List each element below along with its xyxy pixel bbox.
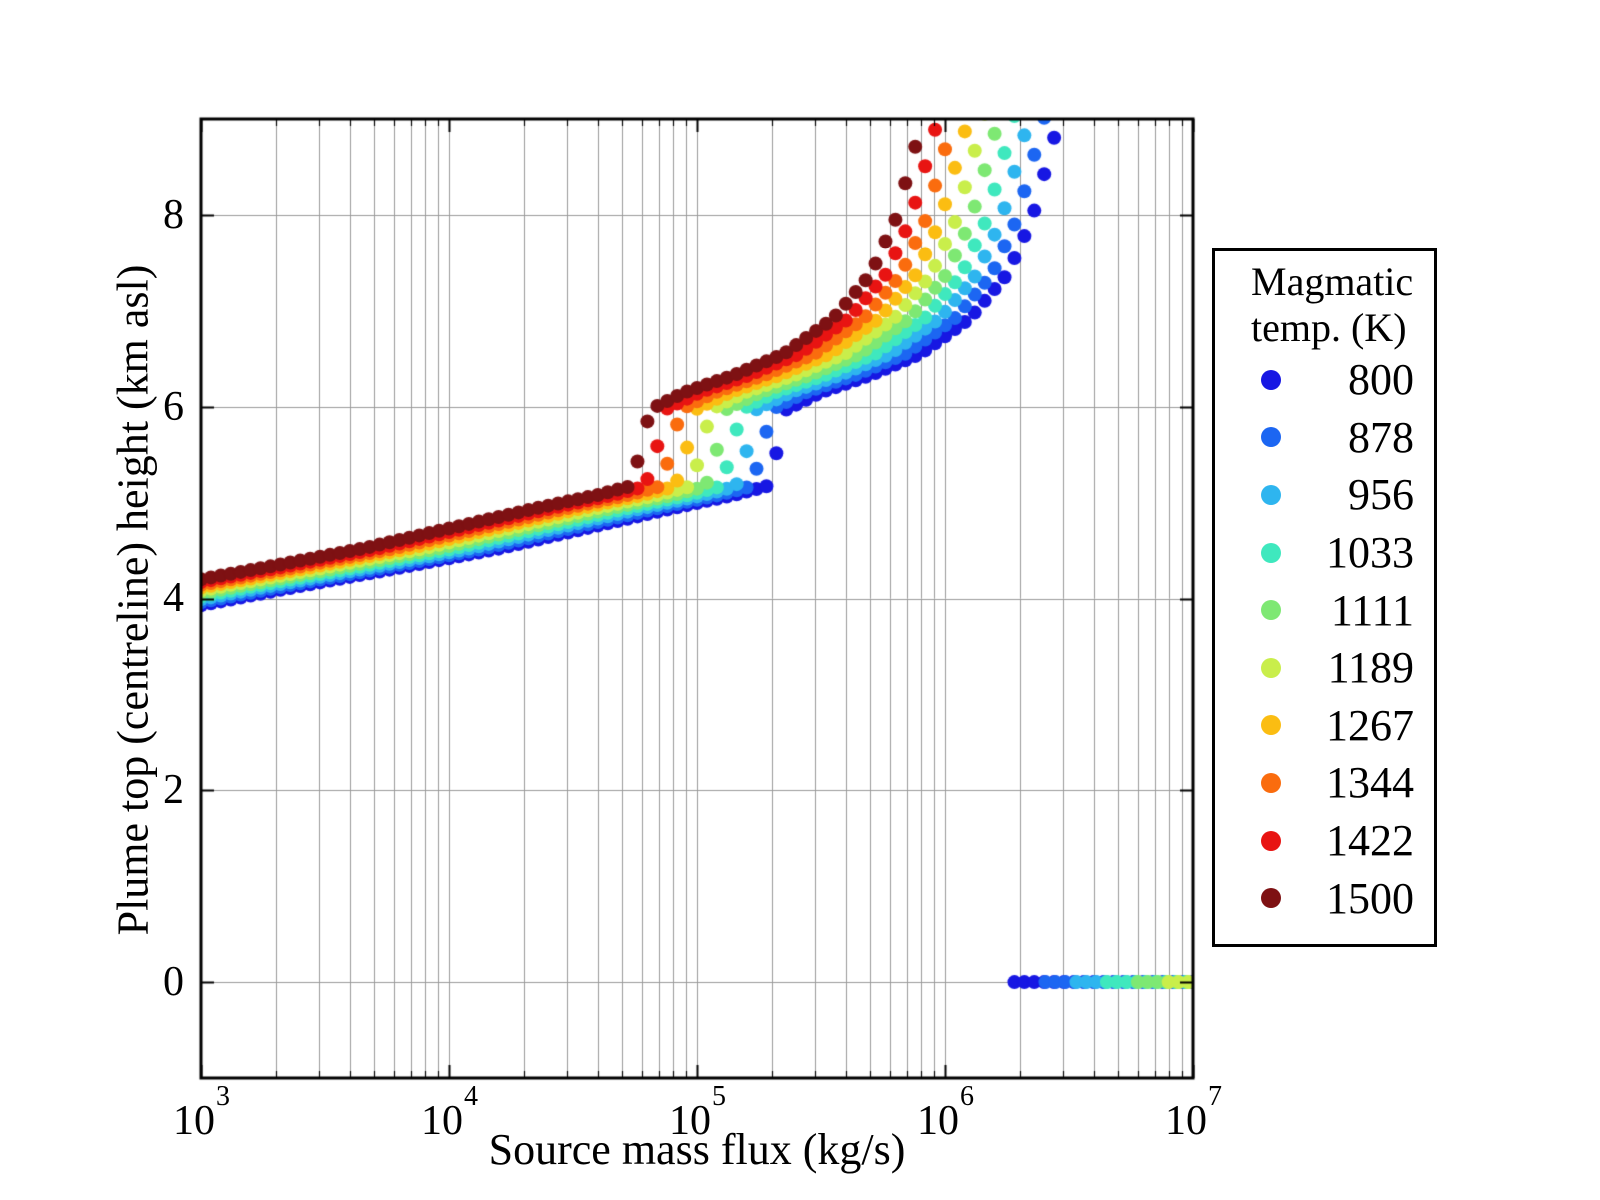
x-tick-label-1e5: 105 <box>627 1081 767 1146</box>
legend-row: 1500 <box>1215 869 1434 927</box>
x-tick-label-1e7: 107 <box>1123 1081 1263 1146</box>
legend-value: 1033 <box>1326 528 1414 578</box>
legend-row: 956 <box>1215 466 1434 524</box>
legend-value: 1422 <box>1326 816 1414 866</box>
legend-title-line1: Magmatic <box>1251 259 1414 304</box>
legend-title-line2: temp. (K) <box>1251 305 1407 350</box>
x-tick-label-1e3: 103 <box>131 1081 271 1146</box>
legend-row: 1033 <box>1215 524 1434 582</box>
y-axis-label: Plume top (centreline) height (km asl) <box>108 264 158 936</box>
legend-value: 1344 <box>1326 758 1414 808</box>
x-tick-base: 10 <box>669 1098 711 1144</box>
y-tick-label-2: 2 <box>163 767 184 813</box>
x-tick-base: 10 <box>173 1098 215 1144</box>
legend-marker-dot <box>1261 542 1281 563</box>
legend-title: Magmatic temp. (K) <box>1251 259 1434 351</box>
x-tick-base: 10 <box>1165 1098 1207 1144</box>
legend-value: 1111 <box>1330 585 1414 635</box>
legend-row: 1111 <box>1215 581 1434 639</box>
x-tick-label-1e4: 104 <box>379 1081 519 1146</box>
legend-value: 878 <box>1348 412 1414 462</box>
legend-row: 800 <box>1215 351 1434 409</box>
x-tick-base: 10 <box>421 1098 463 1144</box>
legend-value: 800 <box>1348 355 1414 405</box>
legend-marker-dot <box>1261 830 1281 851</box>
legend-marker-dot <box>1261 600 1281 621</box>
legend: Magmatic temp. (K) 800 878 956 1033 1111… <box>1212 248 1437 947</box>
legend-value: 1189 <box>1327 643 1414 693</box>
legend-row: 878 <box>1215 409 1434 467</box>
x-tick-exponent: 7 <box>1208 1081 1222 1112</box>
legend-marker-dot <box>1261 484 1281 505</box>
legend-row: 1422 <box>1215 812 1434 870</box>
x-axis-label: Source mass flux (kg/s) <box>488 1125 906 1174</box>
y-tick-label-0: 0 <box>163 959 184 1005</box>
y-tick-label-8: 8 <box>163 192 184 238</box>
legend-row: 1189 <box>1215 639 1434 697</box>
legend-row: 1344 <box>1215 754 1434 812</box>
legend-marker-dot <box>1261 715 1281 736</box>
legend-value: 1267 <box>1326 700 1414 750</box>
y-tick-label-4: 4 <box>163 575 184 621</box>
legend-marker-dot <box>1261 427 1281 448</box>
legend-marker-dot <box>1261 888 1281 909</box>
x-tick-label-1e6: 106 <box>875 1081 1015 1146</box>
legend-marker-dot <box>1261 369 1281 390</box>
x-tick-exponent: 6 <box>960 1081 974 1112</box>
x-tick-exponent: 5 <box>712 1081 726 1112</box>
y-tick-label-6: 6 <box>163 384 184 430</box>
legend-marker-dot <box>1261 772 1281 793</box>
legend-value: 956 <box>1348 470 1414 520</box>
legend-marker-dot <box>1261 657 1281 678</box>
legend-row: 1267 <box>1215 697 1434 755</box>
x-tick-base: 10 <box>917 1098 959 1144</box>
x-tick-exponent: 4 <box>464 1081 478 1112</box>
legend-value: 1500 <box>1326 873 1414 923</box>
x-tick-exponent: 3 <box>216 1081 230 1112</box>
